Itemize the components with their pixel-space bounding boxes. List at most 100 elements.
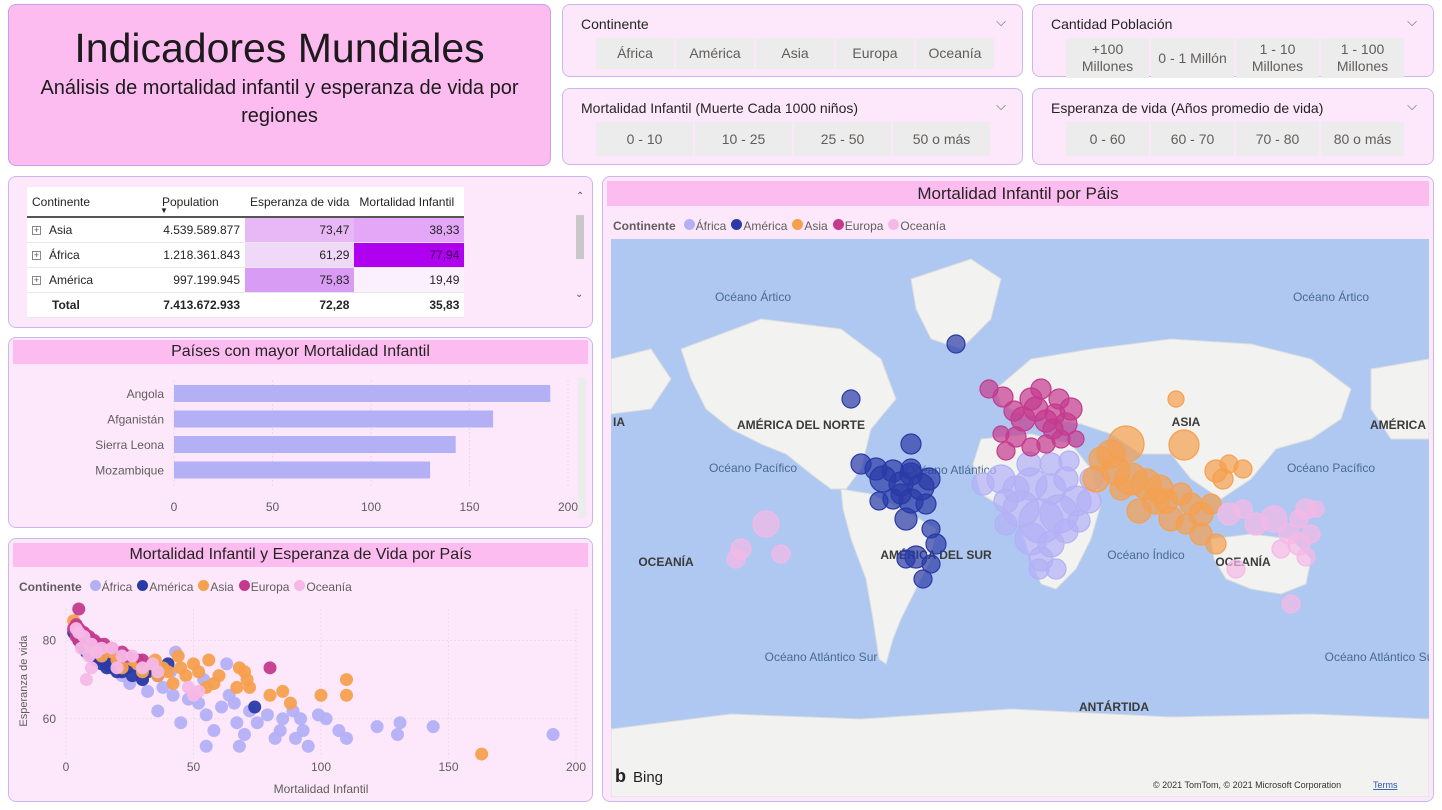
scatter-point[interactable] <box>311 708 325 722</box>
scatter-point[interactable] <box>426 720 440 734</box>
map-bubble[interactable] <box>1158 506 1184 532</box>
scatter-point[interactable] <box>232 661 246 675</box>
map-bubble[interactable] <box>1233 499 1253 519</box>
legend-item-europa[interactable]: Europa <box>238 580 289 594</box>
map-bubble[interactable] <box>1260 505 1288 533</box>
scatter-point[interactable] <box>250 716 264 730</box>
scatter-point[interactable] <box>171 649 185 663</box>
chip-esp-70-80[interactable]: 70 - 80 <box>1236 122 1319 156</box>
table-row[interactable]: + África 1.218.361.843 61,29 77,94 <box>27 242 465 268</box>
bar[interactable] <box>174 461 431 479</box>
scatter-point[interactable] <box>276 684 290 698</box>
scatter-point[interactable] <box>276 712 290 726</box>
map-bubble[interactable] <box>992 386 1014 408</box>
scatter-point[interactable] <box>174 661 188 675</box>
map-bubble[interactable] <box>841 389 861 409</box>
chip-esp-80-mas[interactable]: 80 o más <box>1321 122 1404 156</box>
map-bubble[interactable] <box>1205 533 1227 555</box>
col-header-population[interactable]: Population ▼ <box>157 187 245 218</box>
scatter-point[interactable] <box>74 641 88 655</box>
map-bubble[interactable] <box>1167 390 1185 408</box>
map-bubble[interactable] <box>917 467 941 491</box>
scatter-point[interactable] <box>202 653 216 667</box>
scatter-point[interactable] <box>105 641 119 655</box>
chip-asia[interactable]: Asia <box>756 38 834 69</box>
scatter-point[interactable] <box>289 731 302 745</box>
col-header-mortalidad[interactable]: Mortalidad Infantil <box>354 187 465 218</box>
scatter-point[interactable] <box>340 688 353 702</box>
chip-mort-10-25[interactable]: 10 - 25 <box>695 122 792 156</box>
map-bubble[interactable] <box>1200 493 1222 515</box>
scatter-point[interactable] <box>141 684 155 698</box>
scatter-point[interactable] <box>248 700 262 714</box>
scatter-point[interactable] <box>475 747 489 761</box>
scatter-point[interactable] <box>72 602 86 616</box>
map-bubble[interactable] <box>1226 559 1246 579</box>
chip-oceania[interactable]: Oceanía <box>916 38 994 69</box>
legend-item-europa[interactable]: Europa <box>832 219 883 233</box>
legend-item-america[interactable]: América <box>731 219 787 233</box>
scatter-point[interactable] <box>187 657 200 671</box>
matrix-scrollbar[interactable] <box>576 215 584 259</box>
map-bubble[interactable] <box>1307 500 1325 518</box>
scatter-point[interactable] <box>391 727 404 741</box>
map-bubble[interactable] <box>890 483 912 505</box>
scatter-point[interactable] <box>85 661 98 675</box>
map-bubble[interactable] <box>915 493 937 515</box>
bar[interactable] <box>174 410 494 428</box>
map-bubble[interactable] <box>1109 477 1133 501</box>
scatter-point[interactable] <box>215 700 229 714</box>
scatter-point[interactable] <box>69 622 83 636</box>
map-bubble[interactable] <box>1281 594 1301 614</box>
legend-item-africa[interactable]: África <box>89 580 132 594</box>
scatter-point[interactable] <box>166 677 180 690</box>
map-bubble[interactable] <box>1058 450 1080 472</box>
scatter-point[interactable] <box>125 669 139 683</box>
chip-pob-1-100[interactable]: 1 - 100 Millones <box>1321 38 1404 78</box>
map-bubble[interactable] <box>992 425 1010 443</box>
scatter-point[interactable] <box>199 739 213 753</box>
scatter-point[interactable] <box>260 708 274 722</box>
map-bubble[interactable] <box>1067 430 1085 448</box>
chip-pob-100m[interactable]: +100 Millones <box>1066 38 1149 78</box>
chip-esp-0-60[interactable]: 0 - 60 <box>1066 122 1149 156</box>
table-row[interactable]: + Asia 4.539.589.877 73,47 38,33 <box>27 217 465 243</box>
scatter-point[interactable] <box>314 688 328 702</box>
map-bubble[interactable] <box>925 533 947 555</box>
map-bubble[interactable] <box>913 569 933 589</box>
expand-icon[interactable]: + <box>32 249 41 260</box>
map-bubble[interactable] <box>1039 452 1063 476</box>
scatter-point[interactable] <box>125 649 139 663</box>
map-bubble[interactable] <box>1019 387 1043 411</box>
scatter-point[interactable] <box>332 724 346 738</box>
scatter-point[interactable] <box>238 727 251 741</box>
scatter-point[interactable] <box>230 680 244 694</box>
scatter-point[interactable] <box>174 716 188 730</box>
map-bubble[interactable] <box>1076 488 1102 514</box>
scatter-point[interactable] <box>370 720 384 734</box>
map-bubble[interactable] <box>1048 388 1070 410</box>
legend-item-america[interactable]: América <box>137 580 193 594</box>
chip-mort-0-10[interactable]: 0 - 10 <box>596 122 693 156</box>
scatter-point[interactable] <box>136 661 149 675</box>
map-bubble[interactable] <box>752 510 780 538</box>
scatter-point[interactable] <box>230 716 244 730</box>
scatter-point[interactable] <box>192 684 206 698</box>
scatter-point[interactable] <box>199 708 213 722</box>
map-bubble[interactable] <box>994 512 1018 536</box>
world-map[interactable]: Océano Ártico Océano Ártico Océano Pacíf… <box>611 239 1429 797</box>
map-bubble[interactable] <box>900 458 922 480</box>
scatter-point[interactable] <box>232 739 246 753</box>
scatter-point[interactable] <box>546 727 560 741</box>
scatter-point[interactable] <box>220 657 234 671</box>
map-bubble[interactable] <box>1028 558 1050 580</box>
bar-scrollbar[interactable] <box>578 378 586 518</box>
chevron-down-icon[interactable]: ⌵ <box>1407 98 1417 113</box>
scatter-point[interactable] <box>181 680 195 694</box>
map-terms-link[interactable]: Terms <box>1373 780 1398 790</box>
expand-icon[interactable]: + <box>32 225 41 236</box>
map-bubble[interactable] <box>1168 429 1200 461</box>
legend-item-asia[interactable]: Asia <box>792 219 828 233</box>
chevron-down-icon[interactable]: ⌵ <box>996 98 1006 113</box>
col-header-continente[interactable]: Continente <box>27 187 157 218</box>
